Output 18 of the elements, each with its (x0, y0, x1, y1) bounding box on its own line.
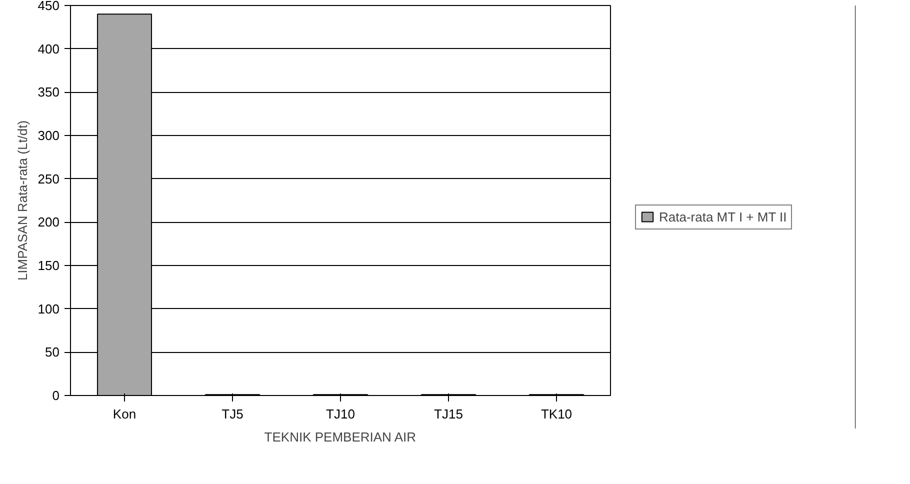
y-tick-label: 50 (45, 344, 60, 360)
y-tick-label: 400 (38, 41, 60, 56)
x-tick-label: TJ10 (326, 406, 355, 422)
x-tick-label: Kon (112, 406, 136, 422)
y-axis-title: LIMPASAN Rata-rata (Lt/dt) (14, 120, 30, 281)
x-axis-title: TEKNIK PEMBERIAN AIR (264, 430, 416, 444)
y-tick-label: 350 (38, 84, 60, 100)
y-tick-label: 100 (38, 301, 60, 316)
legend-label: Rata-rata MT I + MT II (659, 209, 787, 224)
y-tick-label: 0 (52, 388, 60, 403)
y-tick-label: 450 (38, 0, 60, 13)
x-tick-label: TJ15 (434, 406, 463, 422)
x-tick-label: TK10 (540, 406, 572, 422)
x-tick-label: TJ5 (222, 406, 244, 422)
y-tick-label: 200 (38, 214, 60, 230)
y-tick-label: 150 (38, 258, 60, 273)
y-tick-label: 250 (38, 171, 60, 186)
y-tick-label: 300 (38, 128, 60, 143)
